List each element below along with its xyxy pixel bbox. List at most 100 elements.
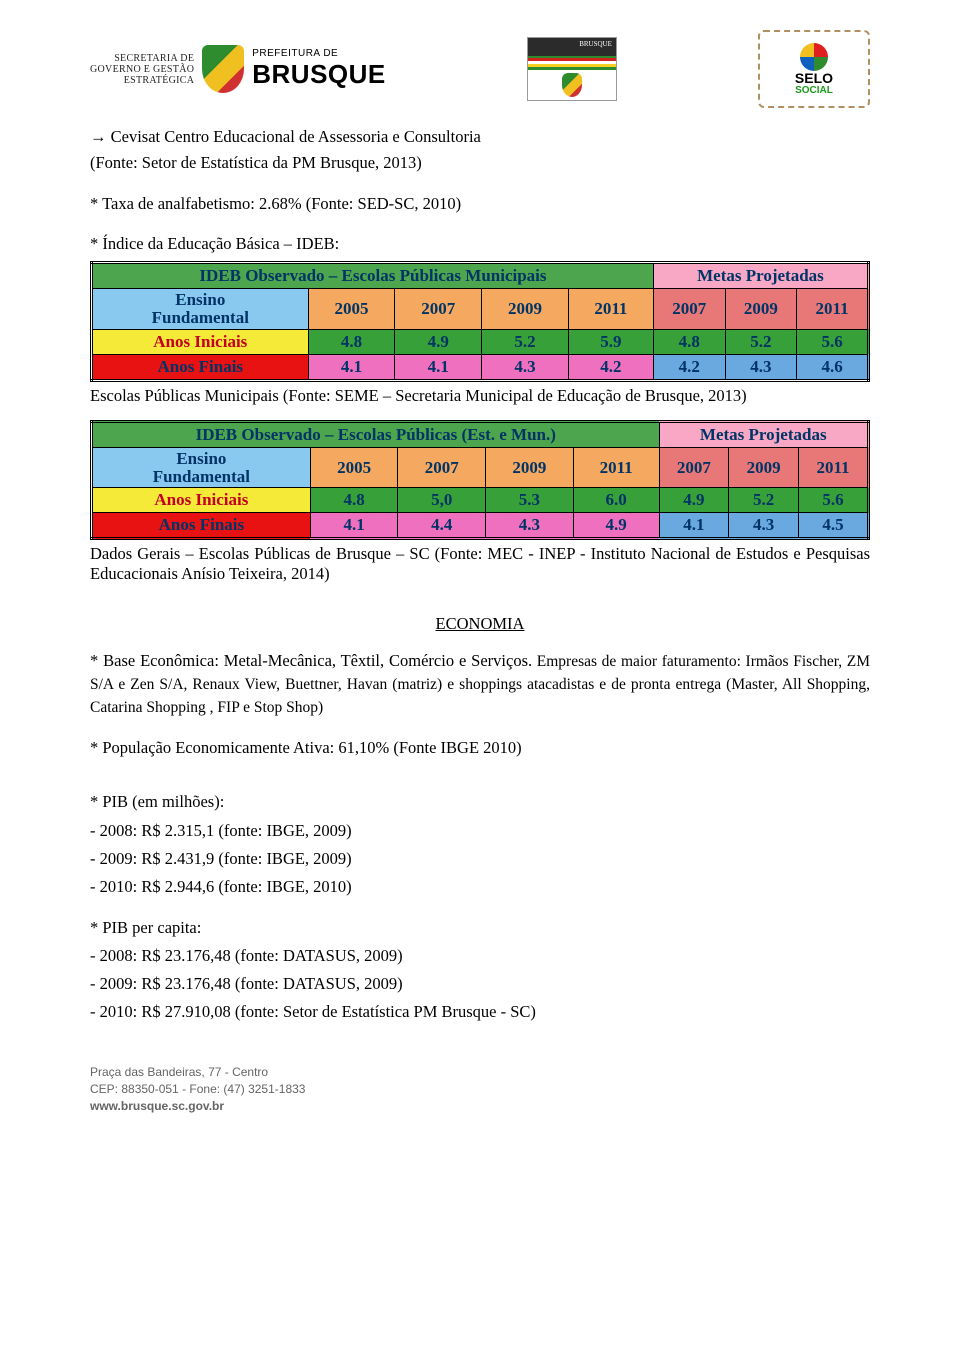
t1-ini-o-0: 4.8 — [308, 329, 395, 354]
thumb-stripe-icon — [528, 56, 616, 70]
economia-heading: ECONOMIA — [90, 614, 870, 634]
t1-yobs-1: 2007 — [395, 289, 482, 330]
t1-yobs-3: 2011 — [568, 289, 653, 330]
selo-line2: SOCIAL — [795, 85, 833, 96]
selo-icon — [800, 43, 828, 71]
t2-yobs-3: 2011 — [573, 447, 659, 488]
t1-ini-o-1: 4.9 — [395, 329, 482, 354]
pibpc-heading: * PIB per capita: — [90, 917, 870, 939]
t2-ini-o-0: 4.8 — [310, 488, 398, 513]
ideb-table-2: IDEB Observado – Escolas Públicas (Est. … — [90, 420, 870, 541]
t1-fin-label: Anos Finais — [92, 354, 309, 380]
economia-p2: * População Economicamente Ativa: 61,10%… — [90, 737, 870, 759]
economia-p1a: * Base Econômica: Metal-Mecânica, Têxtil… — [90, 651, 532, 670]
t1-fin-o-0: 4.1 — [308, 354, 395, 380]
t2-ensino-l1: Ensino — [176, 449, 226, 468]
t1-header-metas: Metas Projetadas — [653, 263, 868, 289]
t2-fin-m-0: 4.1 — [659, 513, 729, 539]
document-thumb: BRUSQUE — [527, 37, 617, 101]
t2-ini-m-1: 5.2 — [729, 488, 799, 513]
t1-ymet-0: 2007 — [653, 289, 725, 330]
t2-fin-label: Anos Finais — [92, 513, 311, 539]
ideb-table-1: IDEB Observado – Escolas Públicas Munici… — [90, 261, 870, 382]
t2-ini-o-3: 6.0 — [573, 488, 659, 513]
t2-fin-o-0: 4.1 — [310, 513, 398, 539]
pibpc-2: - 2009: R$ 23.176,48 (fonte: DATASUS, 20… — [90, 973, 870, 995]
t1-ini-m-2: 5.6 — [797, 329, 869, 354]
t2-yobs-2: 2009 — [486, 447, 574, 488]
logo-left-block: SECRETARIA DE GOVERNO E GESTÃO ESTRATÉGI… — [90, 45, 386, 93]
t1-yobs-0: 2005 — [308, 289, 395, 330]
t1-ymet-1: 2009 — [725, 289, 797, 330]
pib-3: - 2010: R$ 2.944,6 (fonte: IBGE, 2010) — [90, 876, 870, 898]
footer-l1: Praça das Bandeiras, 77 - Centro — [90, 1064, 870, 1081]
t1-header-obs: IDEB Observado – Escolas Públicas Munici… — [92, 263, 654, 289]
t2-header-obs: IDEB Observado – Escolas Públicas (Est. … — [92, 421, 660, 447]
pibpc-1: - 2008: R$ 23.176,48 (fonte: DATASUS, 20… — [90, 945, 870, 967]
t2-ini-label: Anos Iniciais — [92, 488, 311, 513]
thumb-body — [528, 70, 616, 100]
t1-ini-m-0: 4.8 — [653, 329, 725, 354]
t1-ini-o-3: 5.9 — [568, 329, 653, 354]
pibpc-3: - 2010: R$ 27.910,08 (fonte: Setor de Es… — [90, 1001, 870, 1023]
footer-l2: CEP: 88350-051 - Fone: (47) 3251-1833 — [90, 1081, 870, 1098]
selo-line1: SELO — [795, 71, 833, 85]
t1-fin-m-1: 4.3 — [725, 354, 797, 380]
t2-fin-m-2: 4.5 — [799, 513, 869, 539]
prefeitura-label: PREFEITURA DE — [252, 48, 386, 59]
pib-heading: * PIB (em milhões): — [90, 791, 870, 813]
t2-ymet-2: 2011 — [799, 447, 869, 488]
t1-ensino-l1: Ensino — [175, 290, 225, 309]
t1-fin-o-1: 4.1 — [395, 354, 482, 380]
t2-fin-o-1: 4.4 — [398, 513, 486, 539]
t1-ini-o-2: 5.2 — [482, 329, 569, 354]
t1-fin-m-0: 4.2 — [653, 354, 725, 380]
shield-icon — [562, 73, 582, 97]
secretaria-line1: SECRETARIA DE — [90, 53, 194, 64]
brusque-name: BRUSQUE — [252, 59, 386, 90]
secretaria-line2: GOVERNO E GESTÃO — [90, 64, 194, 75]
footer-site: www.brusque.sc.gov.br — [90, 1098, 870, 1115]
t2-ini-m-0: 4.9 — [659, 488, 729, 513]
secretaria-line3: ESTRATÉGICA — [90, 75, 194, 86]
pib-1: - 2008: R$ 2.315,1 (fonte: IBGE, 2009) — [90, 820, 870, 842]
t2-fin-o-3: 4.9 — [573, 513, 659, 539]
t1-fin-m-2: 4.6 — [797, 354, 869, 380]
intro-p1: Cevisat Centro Educacional de Assessoria… — [90, 126, 870, 148]
secretaria-text: SECRETARIA DE GOVERNO E GESTÃO ESTRATÉGI… — [90, 53, 194, 86]
t1-ini-m-1: 5.2 — [725, 329, 797, 354]
t2-ymet-1: 2009 — [729, 447, 799, 488]
t2-fin-m-1: 4.3 — [729, 513, 799, 539]
t1-ini-label: Anos Iniciais — [92, 329, 309, 354]
t2-header-metas: Metas Projetadas — [659, 421, 869, 447]
t1-yobs-2: 2009 — [482, 289, 569, 330]
economia-section: * Base Econômica: Metal-Mecânica, Têxtil… — [90, 650, 870, 1023]
economia-p1: * Base Econômica: Metal-Mecânica, Têxtil… — [90, 650, 870, 719]
pib-2: - 2009: R$ 2.431,9 (fonte: IBGE, 2009) — [90, 848, 870, 870]
t1-caption: Escolas Públicas Municipais (Fonte: SEME… — [90, 386, 870, 406]
brusque-text: PREFEITURA DE BRUSQUE — [252, 48, 386, 90]
intro-p2: (Fonte: Setor de Estatística da PM Brusq… — [90, 152, 870, 174]
t2-ensino: Ensino Fundamental — [92, 447, 311, 488]
intro-p3: * Taxa de analfabetismo: 2.68% (Fonte: S… — [90, 193, 870, 215]
t2-yobs-1: 2007 — [398, 447, 486, 488]
page-footer: Praça das Bandeiras, 77 - Centro CEP: 88… — [90, 1064, 870, 1116]
t2-ymet-0: 2007 — [659, 447, 729, 488]
intro-p4: * Índice da Educação Básica – IDEB: — [90, 233, 870, 255]
t1-ymet-2: 2011 — [797, 289, 869, 330]
shield-icon — [202, 45, 244, 93]
intro-section: Cevisat Centro Educacional de Assessoria… — [90, 126, 870, 255]
t2-ini-m-2: 5.6 — [799, 488, 869, 513]
thumb-tag: BRUSQUE — [528, 38, 616, 56]
t2-caption: Dados Gerais – Escolas Públicas de Brusq… — [90, 544, 870, 584]
t1-fin-o-2: 4.3 — [482, 354, 569, 380]
t1-ensino: Ensino Fundamental — [92, 289, 309, 330]
t1-ensino-l2: Fundamental — [152, 308, 249, 327]
selo-social-stamp: SELO SOCIAL — [758, 30, 870, 108]
header-logos: SECRETARIA DE GOVERNO E GESTÃO ESTRATÉGI… — [90, 30, 870, 108]
t2-fin-o-2: 4.3 — [486, 513, 574, 539]
t2-yobs-0: 2005 — [310, 447, 398, 488]
t2-ini-o-1: 5,0 — [398, 488, 486, 513]
t2-ini-o-2: 5.3 — [486, 488, 574, 513]
t1-fin-o-3: 4.2 — [568, 354, 653, 380]
